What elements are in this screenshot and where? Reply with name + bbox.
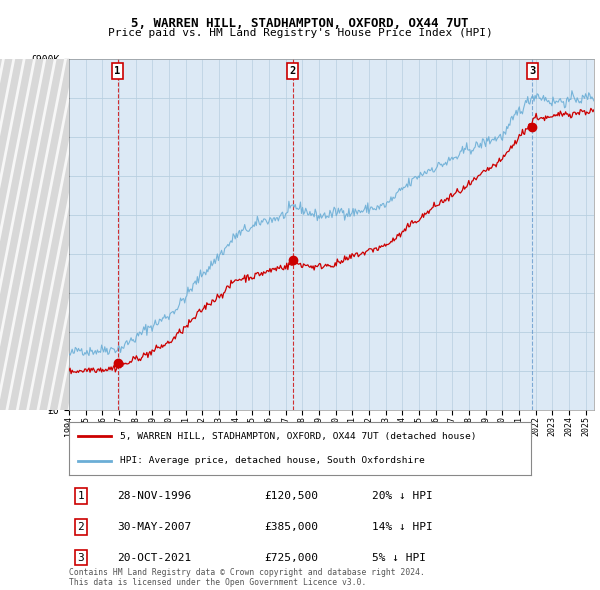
Text: 20-OCT-2021: 20-OCT-2021 — [117, 553, 191, 562]
Text: 1: 1 — [77, 491, 85, 501]
Text: 5, WARREN HILL, STADHAMPTON, OXFORD, OX44 7UT: 5, WARREN HILL, STADHAMPTON, OXFORD, OX4… — [131, 17, 469, 30]
Text: 3: 3 — [529, 66, 535, 76]
Text: 1: 1 — [115, 66, 121, 76]
Text: 3: 3 — [77, 553, 85, 562]
Text: 20% ↓ HPI: 20% ↓ HPI — [372, 491, 433, 501]
Text: 14% ↓ HPI: 14% ↓ HPI — [372, 522, 433, 532]
Text: 30-MAY-2007: 30-MAY-2007 — [117, 522, 191, 532]
Text: Contains HM Land Registry data © Crown copyright and database right 2024.
This d: Contains HM Land Registry data © Crown c… — [69, 568, 425, 587]
Text: 5% ↓ HPI: 5% ↓ HPI — [372, 553, 426, 562]
Text: 5, WARREN HILL, STADHAMPTON, OXFORD, OX44 7UT (detached house): 5, WARREN HILL, STADHAMPTON, OXFORD, OX4… — [120, 432, 476, 441]
Text: HPI: Average price, detached house, South Oxfordshire: HPI: Average price, detached house, Sout… — [120, 456, 425, 465]
Text: 28-NOV-1996: 28-NOV-1996 — [117, 491, 191, 501]
Text: 2: 2 — [77, 522, 85, 532]
Text: £385,000: £385,000 — [264, 522, 318, 532]
Text: £120,500: £120,500 — [264, 491, 318, 501]
Text: 2: 2 — [289, 66, 296, 76]
Text: £725,000: £725,000 — [264, 553, 318, 562]
Text: Price paid vs. HM Land Registry's House Price Index (HPI): Price paid vs. HM Land Registry's House … — [107, 28, 493, 38]
